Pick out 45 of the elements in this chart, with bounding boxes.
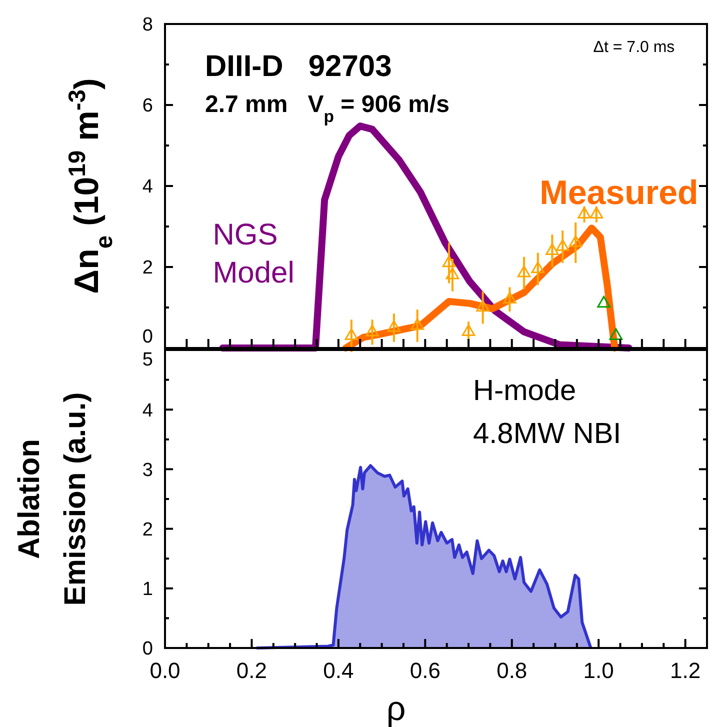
- x-tick-label: 1.0: [583, 658, 614, 683]
- x-tick-label: 0.0: [150, 658, 180, 683]
- y-tick-label: 5: [142, 350, 153, 371]
- annotation: H-mode: [473, 375, 576, 407]
- y-tick-label: 8: [142, 14, 153, 36]
- y-tick-label: 4: [142, 176, 154, 198]
- point: [462, 324, 476, 336]
- point: [517, 266, 531, 278]
- x-tick-label: 0.2: [236, 658, 268, 683]
- point: [344, 328, 358, 340]
- x-axis-title: ρ: [386, 690, 406, 727]
- y-tick-label: 2: [142, 258, 153, 279]
- point: [442, 255, 456, 268]
- y-tick-label: 1: [142, 579, 153, 600]
- point: [410, 318, 424, 330]
- x-tick-label: 0.6: [410, 658, 440, 683]
- annotation: DIII-D 92703: [205, 50, 392, 83]
- point: [578, 206, 591, 218]
- y-tick-label: 6: [142, 96, 153, 117]
- point: [556, 239, 570, 251]
- y-axis-title: Ablation Emission (a.u.): [13, 392, 92, 606]
- point: [590, 206, 604, 218]
- x-tick-label: 0.8: [496, 658, 528, 683]
- point: [387, 320, 401, 332]
- series-label: Measured: [540, 174, 698, 212]
- point: [609, 328, 623, 340]
- point: [503, 292, 516, 304]
- y-tick-label: 0: [142, 326, 153, 348]
- annotation: Δt = 7.0 ms: [593, 39, 675, 56]
- point: [568, 235, 582, 247]
- x-tick-label: 1.2: [670, 658, 701, 683]
- point: [597, 296, 610, 308]
- y-tick-label: 2: [142, 519, 153, 540]
- y-tick-label: 3: [142, 460, 153, 481]
- point: [446, 268, 460, 280]
- point: [476, 300, 490, 312]
- x-tick-label: 0.4: [323, 658, 354, 683]
- annotation: 2.7 mm V$_{p}$ = 906 m/s: [205, 91, 450, 126]
- y-tick-label: 0: [142, 638, 153, 660]
- y-tick-label: 4: [142, 400, 154, 422]
- annotation: 4.8MW NBI: [473, 418, 622, 450]
- series-label: NGS Model: [212, 218, 294, 290]
- point: [531, 261, 545, 274]
- point: [546, 243, 559, 255]
- point: [366, 324, 379, 336]
